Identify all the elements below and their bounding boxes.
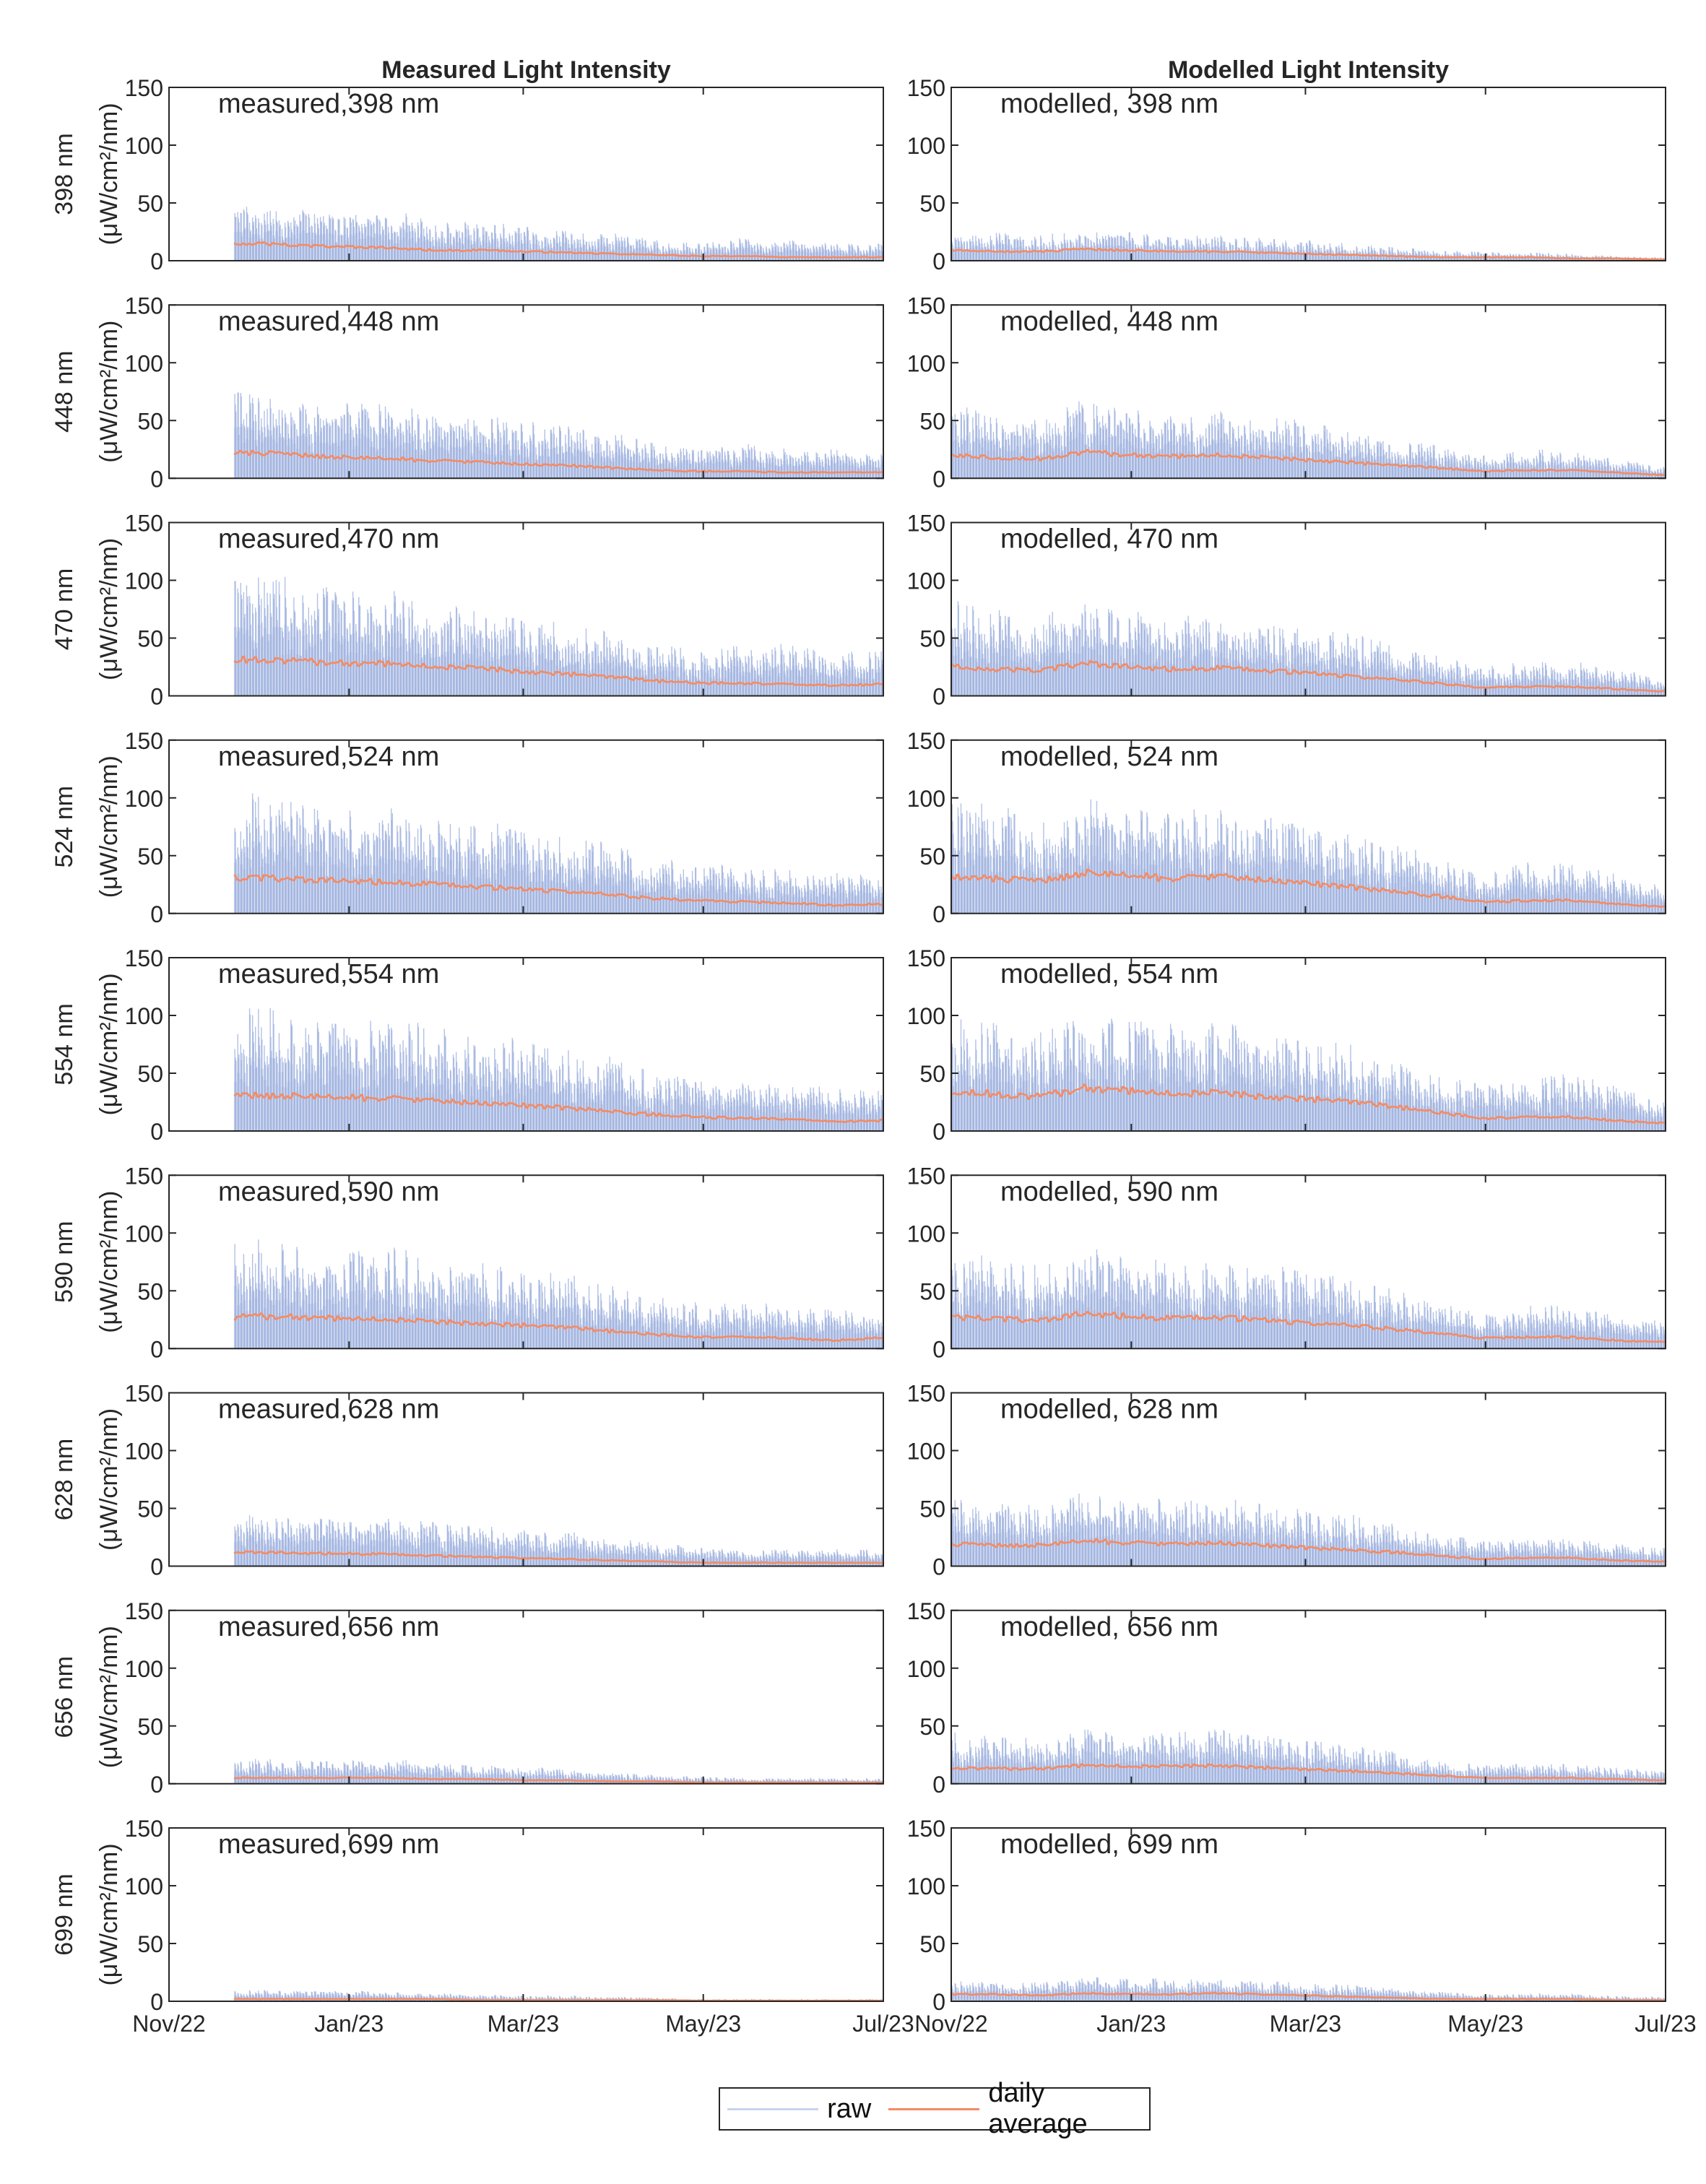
daily-average-line	[233, 241, 884, 259]
y-axis-label: 448 nm (μW/cm²/nm)	[51, 321, 123, 463]
panel-measured-470nm: 0 50 100 150 measured,470 nm	[125, 511, 884, 710]
y-tick-label: 150	[125, 75, 163, 101]
panel-label: measured,398 nm	[218, 89, 439, 119]
panel-label: measured,470 nm	[218, 524, 439, 555]
unit-label: (μW/cm²/nm)	[95, 321, 123, 463]
y-tick-label: 0	[150, 684, 163, 710]
y-axis-label: 398 nm (μW/cm²/nm)	[51, 103, 123, 245]
y-tick-label: 150	[125, 511, 163, 537]
y-tick-label: 150	[125, 292, 163, 318]
panel-measured-398nm: 0 50 100 150 measured,398 nm	[125, 75, 884, 274]
y-tick-label: 100	[907, 350, 945, 376]
wavelength-label: 470 nm	[51, 568, 78, 650]
axes-box	[951, 304, 1666, 480]
wavelength-label: 398 nm	[51, 133, 78, 214]
y-tick-label: 0	[150, 248, 163, 274]
daily-average-line	[951, 448, 1666, 477]
y-tick-label: 50	[919, 191, 945, 217]
plot-area	[951, 87, 1666, 261]
panel-modelled-448nm: 0 50 100 150 modelled, 448 nm	[907, 292, 1666, 492]
y-tick-label: 100	[125, 350, 163, 376]
y-tick-label: 100	[907, 133, 945, 159]
axes-box	[168, 521, 884, 697]
panel-measured-448nm: 0 50 100 150 measured,448 nm	[125, 292, 884, 492]
unit-label: (μW/cm²/nm)	[95, 538, 123, 680]
daily-average-line	[951, 247, 1666, 261]
panel-label: measured,448 nm	[218, 306, 439, 337]
y-tick-label: 150	[907, 75, 945, 101]
y-tick-label: 50	[137, 626, 163, 652]
y-tick-label: 50	[137, 408, 163, 434]
panel-label: modelled, 398 nm	[1000, 89, 1218, 119]
y-tick-label: 50	[137, 191, 163, 217]
axes-box	[168, 87, 884, 261]
y-tick-label: 0	[932, 248, 945, 274]
raw-series	[951, 601, 1666, 696]
daily-average-line	[233, 449, 884, 474]
column-title: Measured Light Intensity	[381, 56, 671, 84]
y-axis-label: 470 nm (μW/cm²/nm)	[51, 538, 123, 680]
panel-modelled-398nm: 0 50 100 150 modelled, 398 nm	[907, 75, 1666, 274]
panel-label: modelled, 448 nm	[1000, 306, 1218, 337]
daily-average-line	[233, 655, 884, 688]
unit-label: (μW/cm²/nm)	[95, 103, 123, 245]
axes-box	[168, 304, 884, 480]
y-tick-label: 100	[125, 568, 163, 594]
y-tick-label: 50	[919, 408, 945, 434]
axes-box	[951, 87, 1666, 261]
y-tick-label: 0	[150, 466, 163, 492]
y-tick-label: 100	[125, 133, 163, 159]
column-title: Modelled Light Intensity	[1168, 56, 1449, 84]
wavelength-label: 448 nm	[51, 351, 78, 433]
y-tick-label: 0	[932, 466, 945, 492]
y-tick-label: 150	[907, 292, 945, 318]
